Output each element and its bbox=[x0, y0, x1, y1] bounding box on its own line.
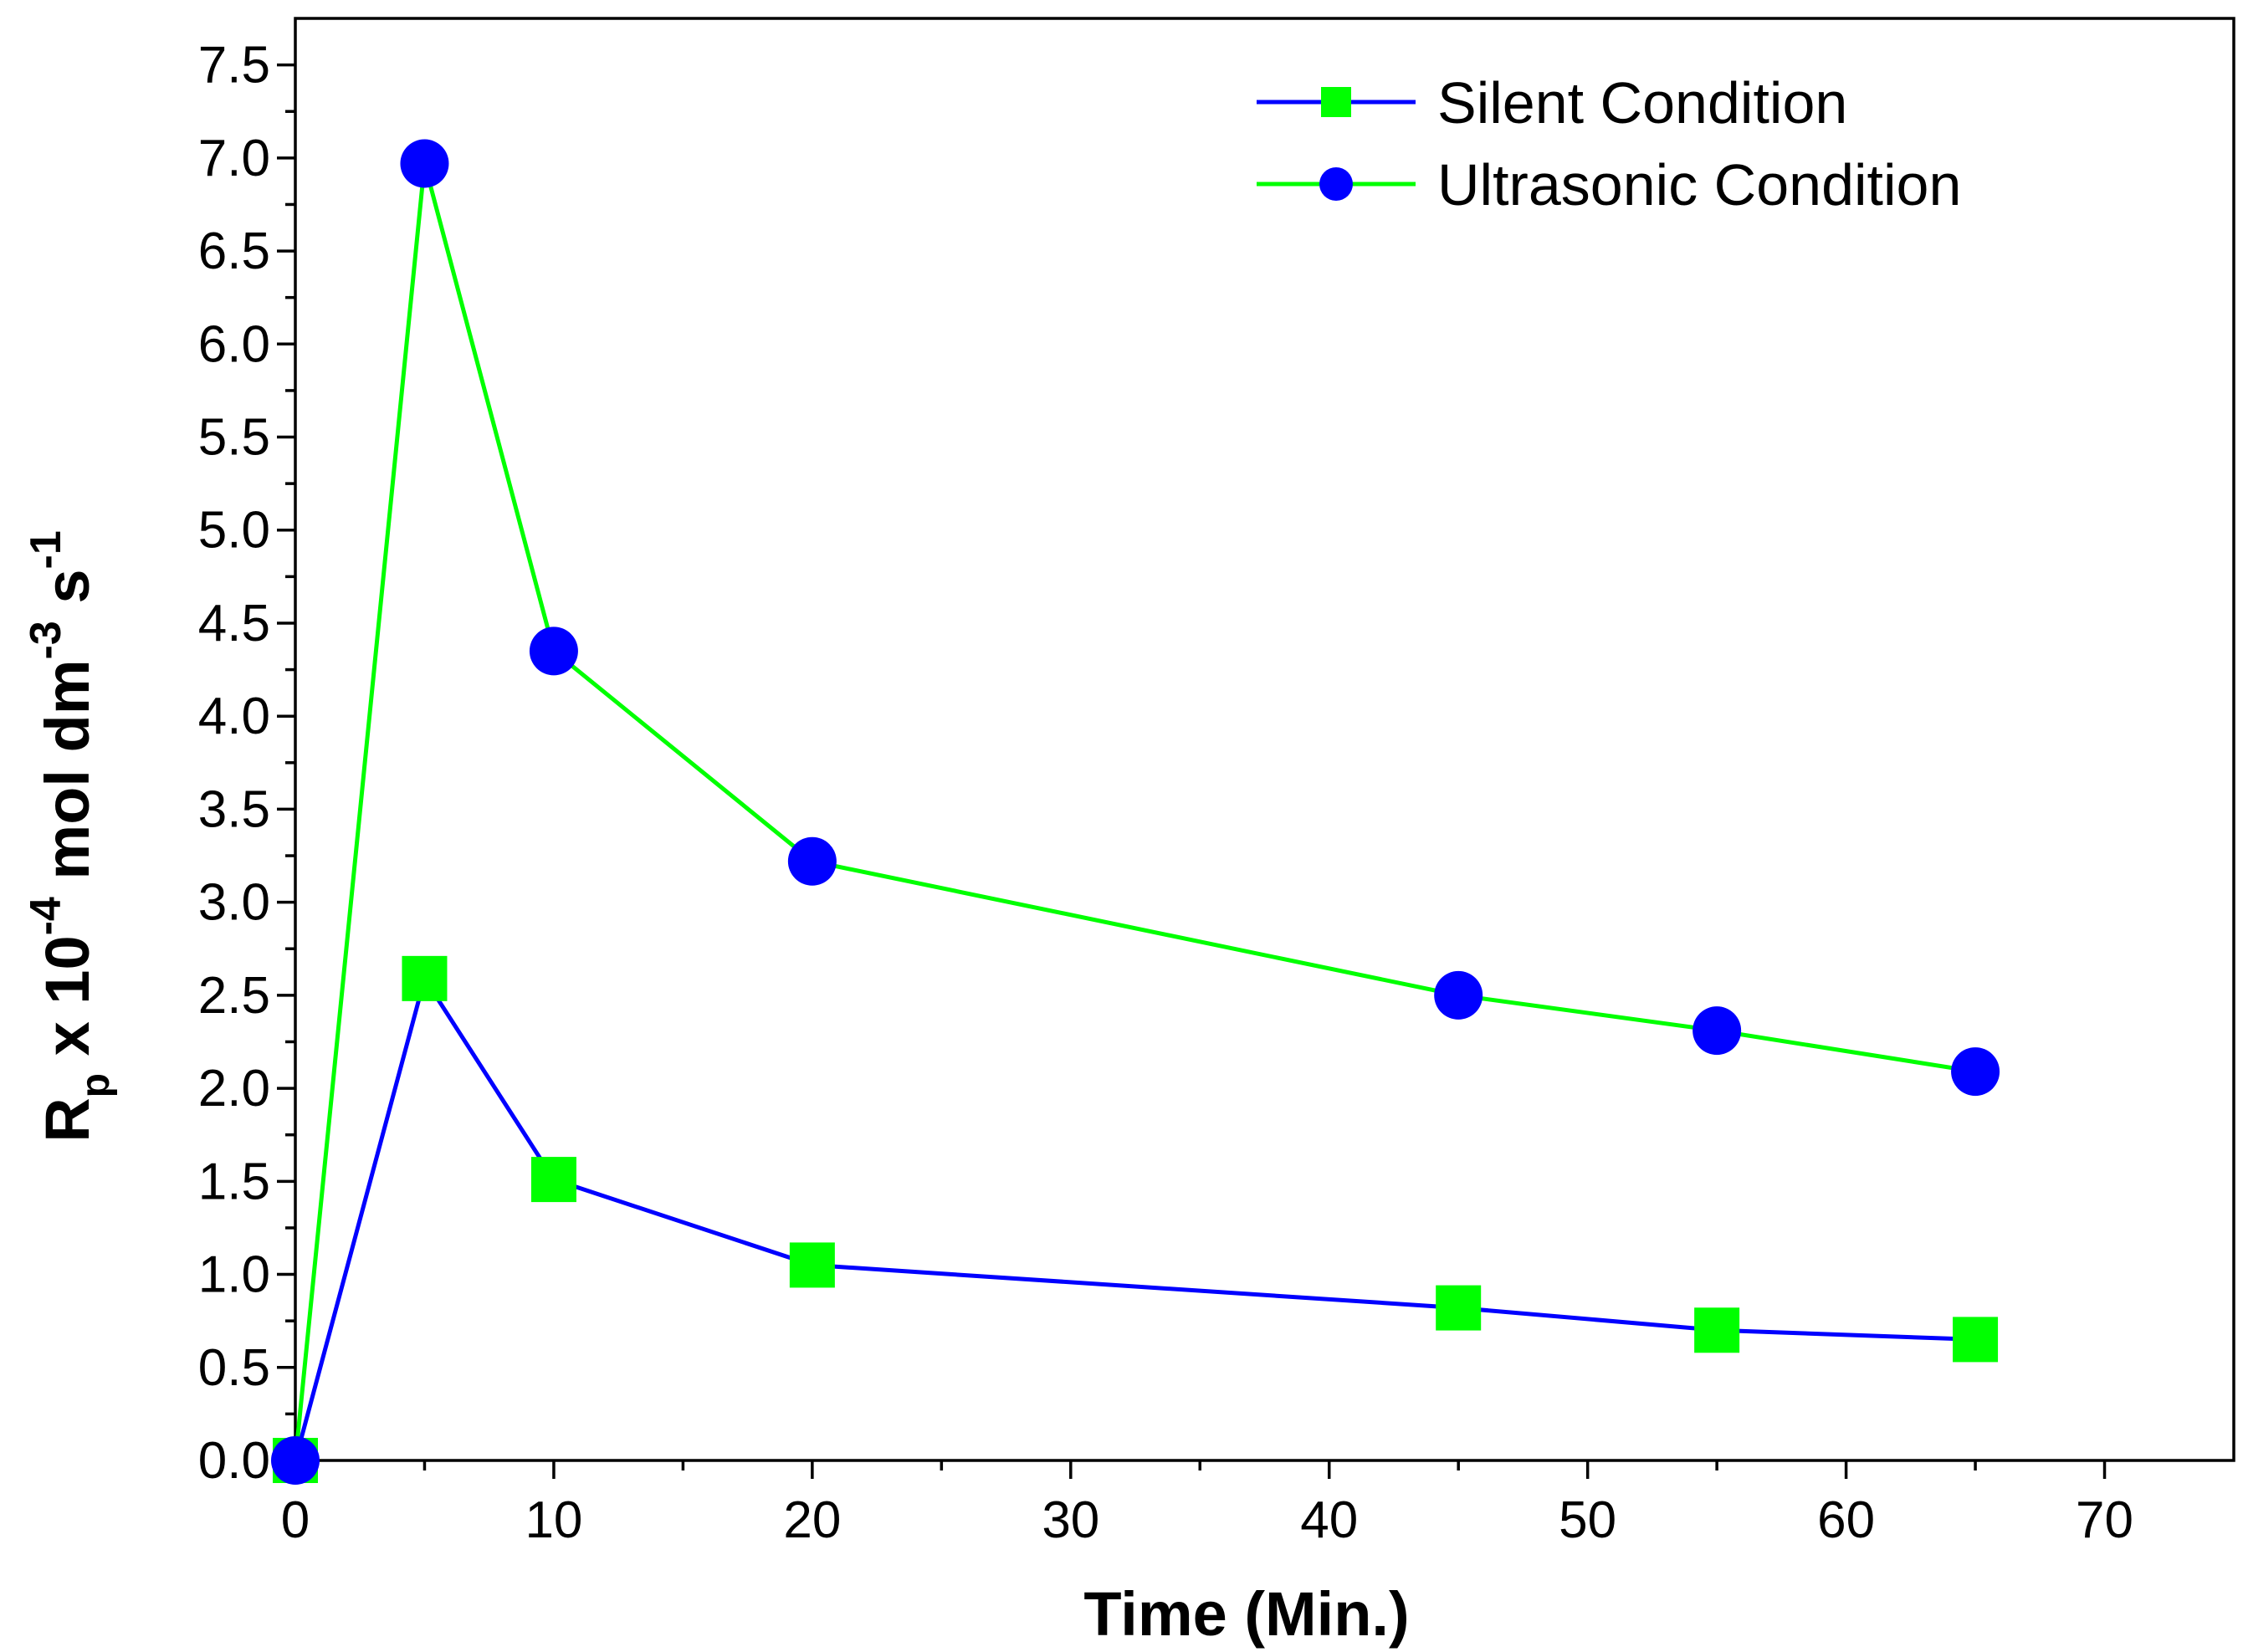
silent-data-point bbox=[789, 1242, 835, 1288]
silent-data-point bbox=[1694, 1307, 1740, 1353]
ultrasonic-data-point bbox=[787, 836, 837, 886]
axes: 0 10 20 30 40 50 60 70 0.0 0.5 1.0 1.5 2.0 2.5 3.0 3.5 4… bbox=[198, 17, 2235, 1549]
x-axis-title: Time (Min.) bbox=[1083, 1579, 1409, 1649]
x-tick-label: 40 bbox=[1300, 1491, 1358, 1549]
y-axis-title: Rp x 10-4 mol dm-3 s-1 bbox=[22, 530, 118, 1143]
y-tick-label: 6.5 bbox=[198, 222, 270, 280]
y-tick-label: 1.0 bbox=[198, 1246, 270, 1304]
y-tick-label: 5.5 bbox=[198, 409, 270, 467]
x-tick-label: 20 bbox=[783, 1491, 841, 1549]
y-tick-label: 4.5 bbox=[198, 595, 270, 652]
x-tick-label: 10 bbox=[525, 1491, 582, 1549]
x-tick-label: 70 bbox=[2076, 1491, 2133, 1549]
legend-label: Ultrasonic Condition bbox=[1437, 152, 1961, 217]
y-tick-label: 4.0 bbox=[198, 688, 270, 745]
ultrasonic-data-point bbox=[529, 627, 578, 676]
ultrasonic-data-point bbox=[1692, 1006, 1742, 1056]
y-tick-label: 2.0 bbox=[198, 1060, 270, 1118]
ultrasonic-data-point bbox=[1434, 970, 1483, 1020]
legend-circle-marker bbox=[1319, 167, 1353, 201]
y-tick-label: 3.5 bbox=[198, 780, 270, 838]
legend-square-marker bbox=[1321, 87, 1351, 117]
silent-data-point bbox=[530, 1157, 576, 1203]
silent-data-point bbox=[402, 955, 448, 1001]
legend-label: Silent Condition bbox=[1437, 70, 1847, 136]
y-tick-label: 1.5 bbox=[198, 1153, 270, 1210]
legend: Silent Condition Ultrasonic Condition bbox=[1257, 70, 1961, 217]
x-tick-label: 0 bbox=[281, 1491, 310, 1549]
y-tick-label: 0.0 bbox=[198, 1432, 270, 1490]
x-tick-label: 30 bbox=[1042, 1491, 1099, 1549]
ultrasonic-data-point bbox=[400, 139, 449, 188]
silent-data-point bbox=[1953, 1317, 1999, 1363]
ultrasonic-data-point bbox=[271, 1436, 320, 1485]
plot-area bbox=[271, 139, 2000, 1485]
y-tick-label: 7.5 bbox=[198, 37, 270, 95]
y-tick-label: 7.0 bbox=[198, 130, 270, 187]
y-tick-label: 2.5 bbox=[198, 967, 270, 1025]
y-tick-label: 5.0 bbox=[198, 502, 270, 560]
series-line-ultrasonic bbox=[293, 162, 1976, 1461]
y-tick-label: 6.0 bbox=[198, 315, 270, 373]
ultrasonic-data-point bbox=[1951, 1047, 2000, 1097]
y-tick-label: 0.5 bbox=[198, 1339, 270, 1397]
y-tick-label: 3.0 bbox=[198, 874, 270, 932]
silent-data-point bbox=[1436, 1285, 1482, 1331]
x-tick-label: 50 bbox=[1559, 1491, 1616, 1549]
x-tick-label: 60 bbox=[1817, 1491, 1875, 1549]
plot-frame bbox=[294, 17, 2235, 1462]
